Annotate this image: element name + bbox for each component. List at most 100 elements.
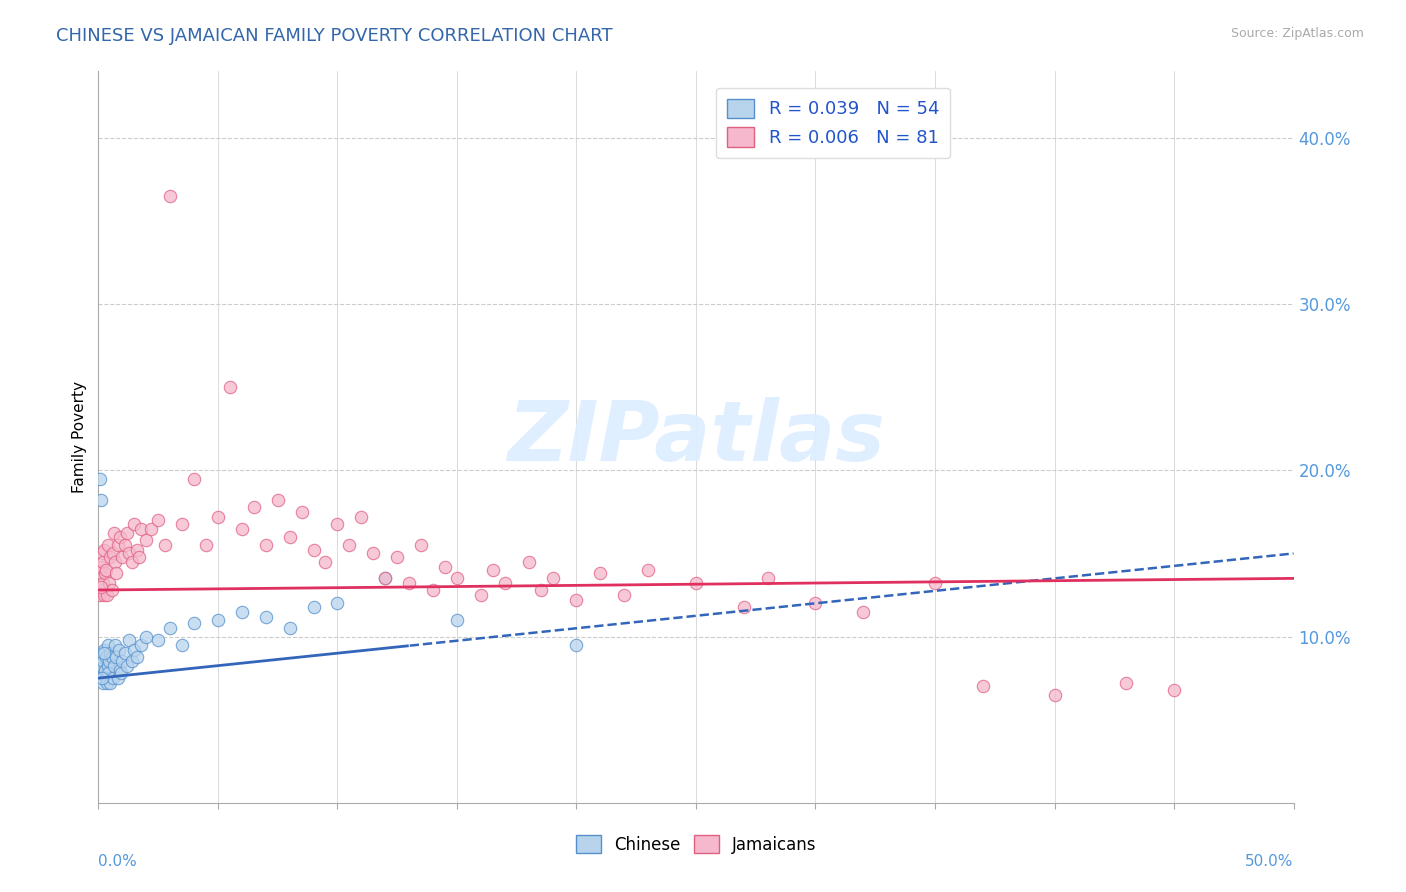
Point [101,546,124,560]
Point [90,649,112,664]
Point [114,538,136,552]
Point [385,549,409,564]
Point [115,526,138,541]
Point [98,646,122,660]
Point [124,643,146,657]
Point [94,671,117,685]
Point [118,546,141,560]
Point [637,563,659,577]
Point [93,643,115,657]
Point [98,576,121,591]
Point [243,500,266,514]
Point [315,555,337,569]
Point [172,516,194,531]
Point [541,571,564,585]
Point [94,649,117,664]
Point [219,380,242,394]
Point [148,632,170,647]
Point [89,659,111,673]
Point [125,649,148,664]
Point [159,621,181,635]
Point [93,666,115,681]
Point [422,582,444,597]
Point [482,563,505,577]
Point [96,638,118,652]
Point [128,549,150,564]
Point [207,509,229,524]
Point [91,576,114,591]
Point [89,588,111,602]
Point [108,530,131,544]
Point [91,546,114,560]
Point [254,609,277,624]
Point [111,655,134,669]
Point [411,538,433,552]
Point [97,659,120,673]
Point [924,576,946,591]
Point [339,538,361,552]
Point [90,671,112,685]
Point [90,580,112,594]
Point [105,649,128,664]
Point [94,563,117,577]
Point [494,576,516,591]
Point [118,632,141,647]
Point [398,576,420,591]
Point [139,521,162,535]
Point [278,621,301,635]
Point [91,655,114,669]
Point [131,638,153,652]
Point [93,646,115,660]
Point [613,588,636,602]
Point [107,671,129,685]
Point [98,676,121,690]
Point [90,559,112,574]
Point [446,571,468,585]
Point [91,676,114,690]
Text: CHINESE VS JAMAICAN FAMILY POVERTY CORRELATION CHART: CHINESE VS JAMAICAN FAMILY POVERTY CORRE… [56,27,613,45]
Point [125,543,148,558]
Point [374,571,396,585]
Point [93,543,115,558]
Point [104,555,127,569]
Point [195,538,218,552]
Point [326,596,349,610]
Point [91,555,114,569]
Point [172,638,194,652]
Point [183,616,205,631]
Point [94,663,117,677]
Point [302,599,325,614]
Point [254,538,277,552]
Point [278,530,301,544]
Text: ZIPatlas: ZIPatlas [508,397,884,477]
Point [302,543,325,558]
Point [100,582,122,597]
Point [101,671,124,685]
Point [105,566,128,581]
Point [446,613,468,627]
Point [207,613,229,627]
Point [589,566,612,581]
Point [685,576,707,591]
Point [96,588,118,602]
Point [90,582,112,597]
Point [1115,676,1137,690]
Point [121,555,143,569]
Point [115,659,138,673]
Point [135,630,157,644]
Point [470,588,492,602]
Point [565,638,588,652]
Text: 50.0%: 50.0% [1246,854,1294,869]
Point [363,546,385,560]
Point [97,538,120,552]
Point [374,571,396,585]
Point [103,659,125,673]
Point [103,526,125,541]
Legend: Chinese, Jamaicans: Chinese, Jamaicans [569,829,823,860]
Point [108,663,131,677]
Point [94,566,117,581]
Point [100,649,122,664]
Point [326,516,349,531]
Point [155,538,177,552]
Point [97,666,120,681]
